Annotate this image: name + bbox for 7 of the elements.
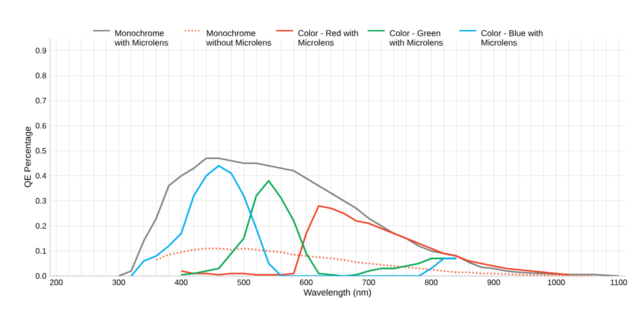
legend-label: Monochrome with Microlens	[114, 30, 168, 46]
legend-label: Color - Blue with Microlens	[481, 30, 543, 46]
y-axis-title: QE Percentage	[24, 126, 33, 188]
legend-label: Monochrome without Microlens	[206, 30, 272, 46]
legend-label: Color - Red with Microlens	[298, 30, 358, 46]
x-axis-title: Wavelength (nm)	[304, 289, 371, 298]
legend-label: Color - Green with Microlens	[389, 30, 443, 46]
